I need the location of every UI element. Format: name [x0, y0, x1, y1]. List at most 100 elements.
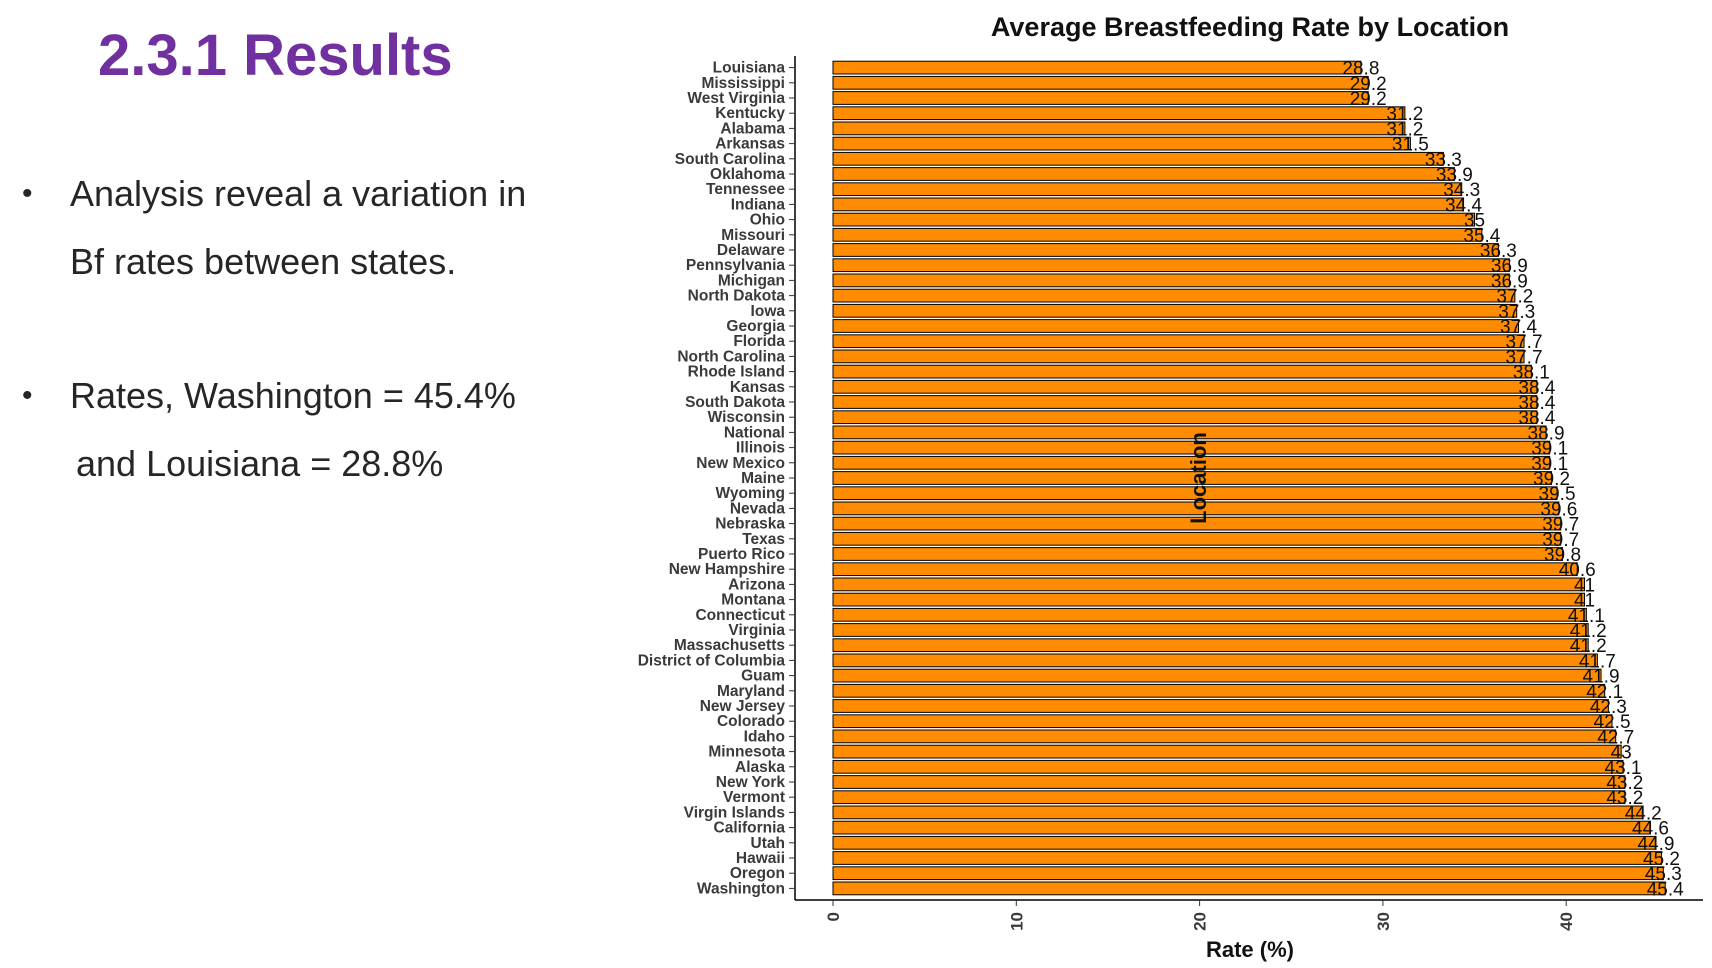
- y-tick-label: Massachusetts: [674, 637, 785, 654]
- data-label: 41.1: [1568, 606, 1605, 627]
- y-tick-label: California: [714, 820, 786, 837]
- bullet-text-line2: and Louisiana = 28.8%: [76, 443, 444, 484]
- x-tick-label: 10: [1007, 912, 1026, 931]
- chart-title: Average Breastfeeding Rate by Location: [991, 12, 1509, 42]
- y-tick-label: Virgin Islands: [684, 804, 785, 821]
- data-label: 45.3: [1645, 864, 1682, 885]
- bar: [832, 607, 1587, 622]
- data-label: 38.1: [1513, 363, 1550, 384]
- y-tick-label: West Virginia: [687, 90, 785, 107]
- bar: [832, 531, 1562, 546]
- data-label: 34.3: [1443, 180, 1480, 201]
- y-tick-label: Nebraska: [715, 516, 785, 533]
- bar: [832, 60, 1362, 75]
- data-label: 43: [1611, 743, 1632, 764]
- data-label: 41.9: [1583, 667, 1620, 688]
- bar: [832, 151, 1444, 166]
- data-label: 31.2: [1386, 104, 1423, 125]
- y-tick-label: Texas: [742, 531, 785, 548]
- data-label: 42.5: [1594, 712, 1631, 733]
- bar: [832, 258, 1510, 273]
- y-tick-label: Kansas: [730, 379, 785, 396]
- data-label: 43.2: [1606, 773, 1643, 794]
- data-label: 39.5: [1539, 484, 1576, 505]
- y-tick-label: Washington: [697, 880, 785, 897]
- y-tick-label: Oklahoma: [710, 166, 785, 183]
- bar: [832, 75, 1369, 90]
- data-label: 42.7: [1597, 727, 1634, 748]
- y-tick-label: New Jersey: [700, 698, 786, 715]
- bar: [832, 562, 1578, 577]
- y-tick-label: Idaho: [744, 728, 785, 745]
- bar: [832, 364, 1532, 379]
- bar: [832, 334, 1525, 349]
- y-tick-label: Rhode Island: [688, 364, 785, 381]
- data-label: 33.9: [1436, 165, 1473, 186]
- bar: [832, 471, 1553, 485]
- bar: [832, 820, 1652, 835]
- data-label: 38.4: [1518, 408, 1555, 429]
- data-label: 41.2: [1570, 621, 1607, 642]
- data-label: 29.2: [1350, 89, 1387, 110]
- y-tick-label: Minnesota: [708, 744, 785, 761]
- y-tick-label: Illinois: [736, 440, 785, 457]
- data-label: 43.2: [1606, 788, 1643, 809]
- y-tick-label: Delaware: [717, 242, 785, 259]
- data-label: 39.2: [1533, 469, 1570, 490]
- bar: [832, 881, 1666, 896]
- slide-title: 2.3.1 Results: [98, 23, 453, 88]
- y-tick-label: North Dakota: [688, 288, 786, 305]
- bar: [832, 714, 1613, 729]
- data-label: 38.4: [1518, 378, 1555, 399]
- y-tick-label: New Mexico: [696, 455, 785, 472]
- bar: [832, 775, 1626, 789]
- y-tick-label: Hawaii: [736, 850, 785, 867]
- data-label: 44.9: [1638, 834, 1675, 855]
- bar: [832, 547, 1564, 561]
- y-tick-label: Guam: [741, 668, 785, 685]
- y-tick-label: Ohio: [750, 212, 785, 229]
- y-tick-label: Utah: [751, 835, 785, 852]
- bar: [832, 759, 1624, 774]
- bar: [832, 805, 1644, 820]
- x-tick-label: 20: [1191, 912, 1210, 931]
- bar: [832, 516, 1562, 531]
- bar: [832, 440, 1551, 455]
- bar: [832, 167, 1455, 181]
- bar: [832, 243, 1499, 257]
- bar: [832, 182, 1463, 197]
- bar: [832, 835, 1657, 850]
- y-tick-label: Oregon: [730, 865, 785, 882]
- y-tick-label: Vermont: [723, 789, 785, 806]
- data-label: 37.7: [1506, 332, 1543, 353]
- y-tick-label: Virginia: [728, 622, 785, 639]
- data-label: 37.3: [1498, 302, 1535, 323]
- bar: [832, 395, 1538, 409]
- data-label: 36.9: [1491, 256, 1528, 277]
- bar: [832, 349, 1525, 364]
- bar: [832, 592, 1586, 607]
- bar: [832, 273, 1510, 288]
- bullet-text-line1: Rates, Washington = 45.4%: [70, 375, 516, 416]
- data-label: 38.9: [1528, 423, 1565, 444]
- bar: [832, 638, 1589, 653]
- y-tick-label: Colorado: [717, 713, 785, 730]
- data-label: 33.3: [1425, 150, 1462, 171]
- bar: [832, 623, 1589, 637]
- y-tick-label: Missouri: [721, 227, 785, 244]
- data-label: 42.3: [1590, 697, 1627, 718]
- bar: [832, 486, 1558, 501]
- data-label: 42.1: [1586, 682, 1623, 703]
- bar: [832, 91, 1369, 105]
- y-tick-label: Iowa: [751, 303, 786, 320]
- y-tick-label: New Hampshire: [669, 561, 786, 578]
- bar: [832, 501, 1560, 516]
- data-label: 39.7: [1542, 515, 1579, 536]
- y-tick-label: Louisiana: [713, 60, 786, 77]
- data-label: 45.4: [1647, 879, 1684, 900]
- data-label: 40.6: [1559, 560, 1596, 581]
- y-tick-label: Arkansas: [715, 136, 785, 153]
- data-label: 43.1: [1605, 758, 1642, 779]
- y-tick-label: Wisconsin: [708, 409, 785, 426]
- y-tick-label: Alabama: [720, 120, 785, 137]
